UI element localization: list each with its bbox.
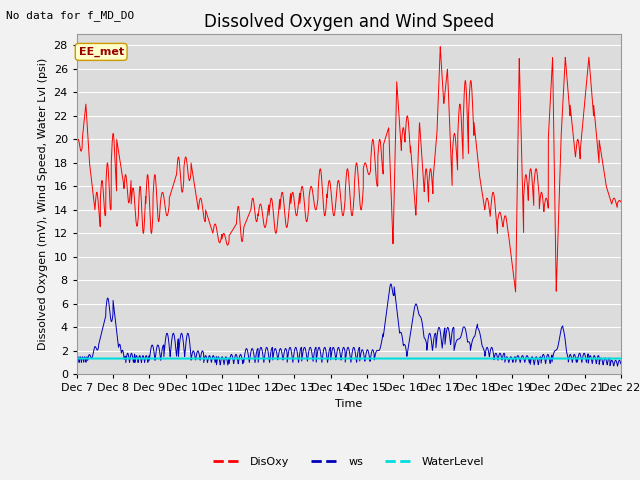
- ws: [73, 360, 81, 366]
- ws: [617, 361, 625, 367]
- DisOxy: [436, 44, 444, 49]
- WaterLevel: [138, 356, 146, 361]
- WaterLevel: [282, 356, 289, 361]
- ws: [564, 356, 572, 361]
- WaterLevel: [588, 356, 596, 361]
- DisOxy: [567, 108, 575, 114]
- ws: [282, 346, 289, 352]
- WaterLevel: [566, 356, 574, 361]
- ws: [614, 363, 621, 369]
- DisOxy: [73, 143, 81, 148]
- ws: [387, 281, 395, 287]
- Legend: DisOxy, ws, WaterLevel: DisOxy, ws, WaterLevel: [209, 452, 489, 471]
- DisOxy: [413, 180, 421, 185]
- WaterLevel: [617, 356, 625, 361]
- DisOxy: [588, 95, 596, 101]
- ws: [567, 352, 575, 358]
- ws: [138, 357, 146, 362]
- DisOxy: [564, 90, 572, 96]
- WaterLevel: [564, 356, 572, 361]
- WaterLevel: [73, 356, 81, 361]
- Line: DisOxy: DisOxy: [77, 47, 621, 292]
- ws: [588, 360, 596, 365]
- Title: Dissolved Oxygen and Wind Speed: Dissolved Oxygen and Wind Speed: [204, 12, 494, 31]
- Y-axis label: Dissolved Oxygen (mV), Wind Speed, Water Lvl (psi): Dissolved Oxygen (mV), Wind Speed, Water…: [38, 58, 48, 350]
- WaterLevel: [413, 356, 421, 361]
- Text: No data for f_MD_DO: No data for f_MD_DO: [6, 10, 134, 21]
- ws: [413, 304, 421, 310]
- DisOxy: [512, 289, 520, 295]
- DisOxy: [138, 210, 146, 216]
- DisOxy: [617, 199, 625, 205]
- Text: EE_met: EE_met: [79, 47, 124, 57]
- Line: ws: ws: [77, 284, 621, 366]
- DisOxy: [282, 215, 289, 221]
- X-axis label: Time: Time: [335, 399, 362, 409]
